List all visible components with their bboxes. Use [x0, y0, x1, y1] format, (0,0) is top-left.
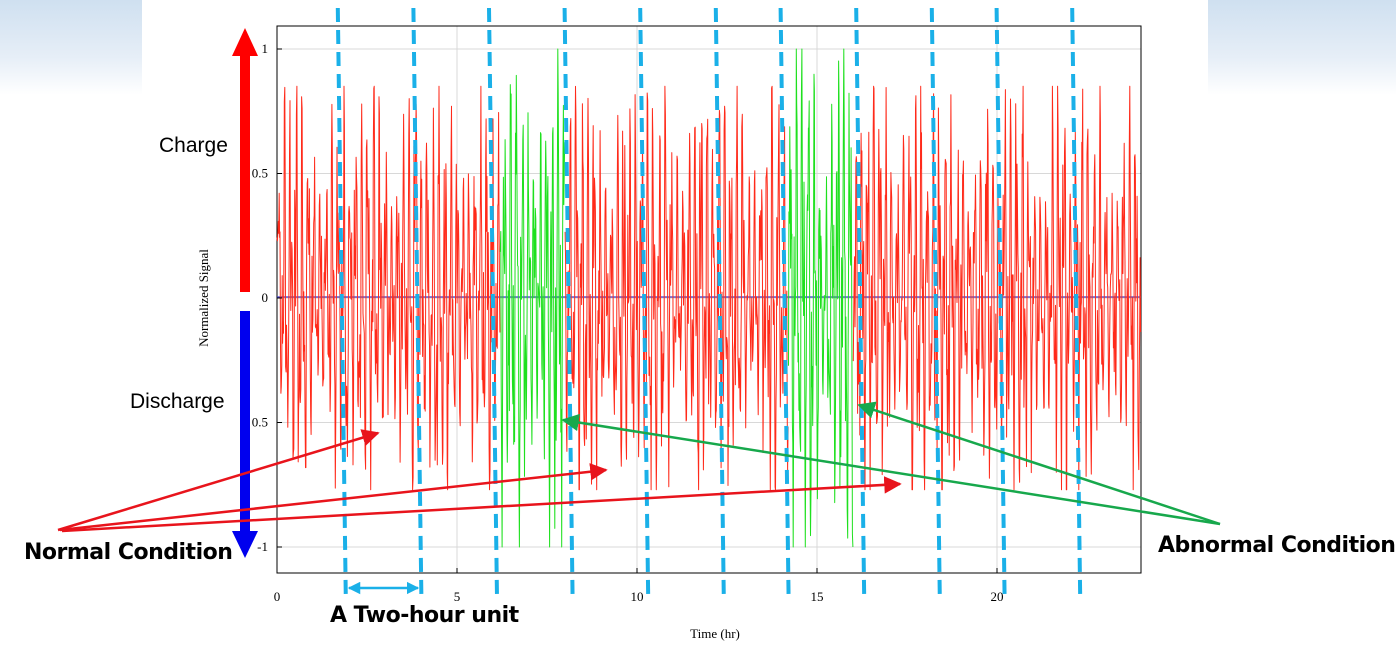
charge-label: Charge	[159, 134, 228, 157]
series-0-segment-1	[564, 85, 789, 491]
y-tick-label-4: -1	[257, 539, 268, 554]
x-tick-label-3: 15	[811, 589, 824, 604]
two-hour-unit-label: A Two-hour unit	[330, 603, 519, 628]
charge-arrow	[232, 28, 258, 292]
unit-boundary-2	[487, 7, 499, 599]
y-tick-label-0: 1	[262, 41, 269, 56]
unit-boundary-1	[411, 7, 424, 599]
abnormal-condition-label: Abnormal Condition	[1158, 533, 1396, 558]
unit-boundary-3	[562, 7, 575, 599]
discharge-label: Discharge	[130, 390, 225, 413]
y-axis-label: Normalized Signal	[196, 249, 211, 347]
x-tick-label-4: 20	[991, 589, 1004, 604]
unit-boundary-4	[638, 7, 651, 599]
plot-frame	[276, 25, 1142, 574]
background-gradient-left	[0, 0, 142, 95]
x-ticks: 0 5 10 15 20	[274, 568, 1004, 604]
y-tick-label-1: 0.5	[252, 166, 268, 181]
unit-boundary-6	[778, 7, 791, 599]
series-1-segment-0	[499, 48, 566, 548]
x-axis-label: Time (hr)	[690, 626, 740, 641]
y-ticks: 1 0.5 0 0.5 -1	[252, 41, 282, 554]
normal-condition-arrows	[57, 429, 902, 533]
normal-condition-label: Normal Condition	[24, 540, 233, 565]
series-0-segment-0	[276, 85, 501, 491]
unit-boundary-7	[854, 7, 867, 599]
unit-boundary-10	[1070, 7, 1083, 599]
series-0-segment-2	[852, 85, 1142, 491]
unit-boundaries	[335, 7, 1083, 599]
x-tick-label-2: 10	[631, 589, 644, 604]
background-gradient-right	[1208, 0, 1396, 95]
signal-series	[276, 48, 1142, 548]
x-tick-label-0: 0	[274, 589, 281, 604]
y-tick-label-2: 0	[262, 290, 269, 305]
discharge-arrow	[232, 311, 258, 558]
series-1-segment-1	[788, 48, 854, 548]
abnormal-condition-arrows	[561, 401, 1221, 526]
unit-boundary-9	[994, 7, 1007, 599]
unit-boundary-8	[929, 7, 942, 599]
y-tick-label-3: 0.5	[252, 415, 268, 430]
x-tick-label-1: 5	[454, 589, 461, 604]
unit-boundary-5	[713, 7, 726, 599]
